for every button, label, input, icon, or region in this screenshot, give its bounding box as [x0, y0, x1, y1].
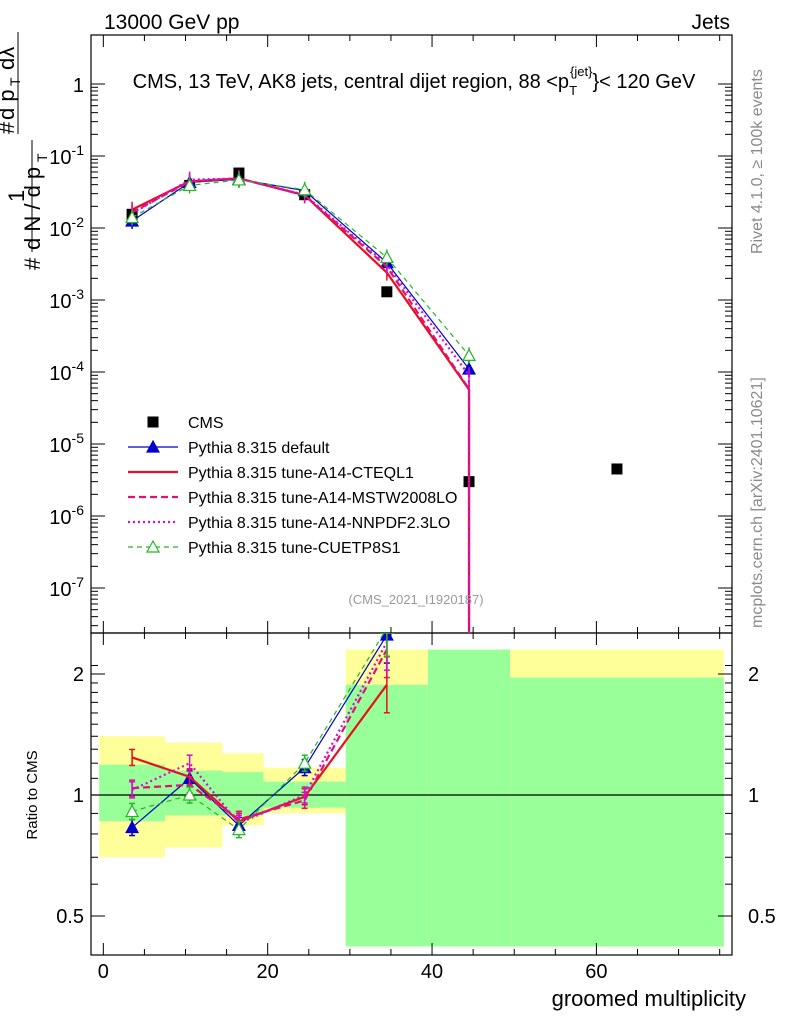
ratio-y-tick-label: 2 [73, 664, 84, 686]
rivet-label: Rivet 4.1.0, ≥ 100k events [749, 69, 766, 254]
svg-text:T: T [34, 153, 50, 162]
series-marker-cuetp8s1 [182, 178, 197, 192]
svg-text:d p: d p [0, 89, 19, 120]
ratio-y-tick-label: 0.5 [56, 906, 84, 928]
y-tick-label: 10-6 [49, 502, 84, 529]
x-axis-title: groomed multiplicity [552, 986, 746, 1011]
legend-marker-cms [147, 416, 159, 428]
series-line-default [131, 178, 470, 370]
legend-label: Pythia 8.315 default [188, 440, 330, 457]
legend-label: Pythia 8.315 tune-A14-NNPDF2.3LO [188, 515, 450, 532]
series-line-cuetp8s1 [131, 179, 470, 356]
svg-text:#: # [20, 257, 45, 270]
ratio-y-axis-title: Ratio to CMS [24, 750, 41, 839]
ratio-panel-frame [90, 632, 733, 956]
ratio-line-mstw [132, 649, 388, 821]
analysis-title: CMS, 13 TeV, AK8 jets, central dijet reg… [133, 64, 696, 98]
x-tick-label: 20 [257, 961, 279, 983]
svg-text:1: 1 [4, 190, 29, 202]
series-marker-cuetp8s1 [379, 250, 394, 264]
y-tick-label: 10-1 [49, 142, 84, 169]
ratio-marker-cuetp8s1 [379, 633, 394, 634]
ratio-marker-cuetp8s1 [297, 755, 312, 769]
band-green [345, 684, 428, 947]
series-line-mstw [131, 177, 470, 390]
cms-data-point [611, 463, 623, 475]
legend-label: Pythia 8.315 tune-A14-CTEQL1 [188, 465, 414, 482]
ratio-marker-default [125, 820, 140, 834]
ratio-marker-cuetp8s1 [182, 787, 197, 801]
y-tick-label: 10-4 [49, 358, 84, 385]
series-marker-cuetp8s1 [297, 182, 312, 196]
legend: CMS Pythia 8.315 default Pythia 8.315 tune… [128, 415, 457, 557]
analysis-id: (CMS_2021_I1920187) [348, 592, 483, 607]
y-tick-label: 1 [73, 75, 84, 97]
legend-marker-default [145, 439, 161, 453]
x-tick-label: 60 [585, 961, 607, 983]
series-marker-cuetp8s1 [462, 348, 477, 362]
legend-label: Pythia 8.315 tune-A14-MSTW2008LO [188, 490, 457, 507]
series-line-cteql1 [131, 177, 470, 391]
series-marker-cuetp8s1 [125, 210, 140, 224]
ratio-y-tick-label-right: 2 [748, 664, 759, 686]
axis-ticks [91, 35, 732, 955]
header-left: 13000 GeV pp [104, 11, 239, 34]
main-y-axis-title: # d N / d p T 1 # d p T dλ d 2 N # [0, 32, 50, 270]
main-series [125, 167, 623, 633]
series-line-nnpdf [131, 177, 470, 376]
ratio-y-tick-label-right: 0.5 [748, 906, 776, 928]
ratio-marker-cuetp8s1 [125, 804, 140, 818]
y-tick-label: 10-3 [49, 286, 84, 313]
y-tick-label: 10-7 [49, 574, 84, 601]
legend-marker-cuetp8s1 [145, 539, 161, 553]
legend-label: CMS [188, 415, 224, 432]
band-green [427, 649, 511, 947]
y-tick-label: 10-2 [49, 214, 84, 241]
svg-text:dλ: dλ [0, 47, 19, 70]
ratio-series [125, 633, 394, 839]
y-tick-label: 10-5 [49, 430, 84, 457]
ratio-marker-cuetp8s1 [231, 822, 246, 836]
ratio-y-tick-label: 1 [73, 785, 84, 807]
svg-text:#: # [0, 121, 19, 134]
svg-text:T: T [7, 77, 23, 86]
x-tick-label: 0 [98, 961, 109, 983]
mcplots-label: mcplots.cern.ch [arXiv:2401.10621] [749, 377, 766, 628]
series-marker-cuetp8s1 [231, 172, 246, 186]
band-green [222, 772, 264, 816]
legend-label: Pythia 8.315 tune-CUETP8S1 [188, 540, 401, 557]
cms-data-point [381, 286, 393, 298]
header-right: Jets [691, 11, 730, 34]
ratio-y-tick-label-right: 1 [748, 785, 759, 807]
x-tick-label: 40 [421, 961, 443, 983]
band-green [510, 677, 724, 947]
